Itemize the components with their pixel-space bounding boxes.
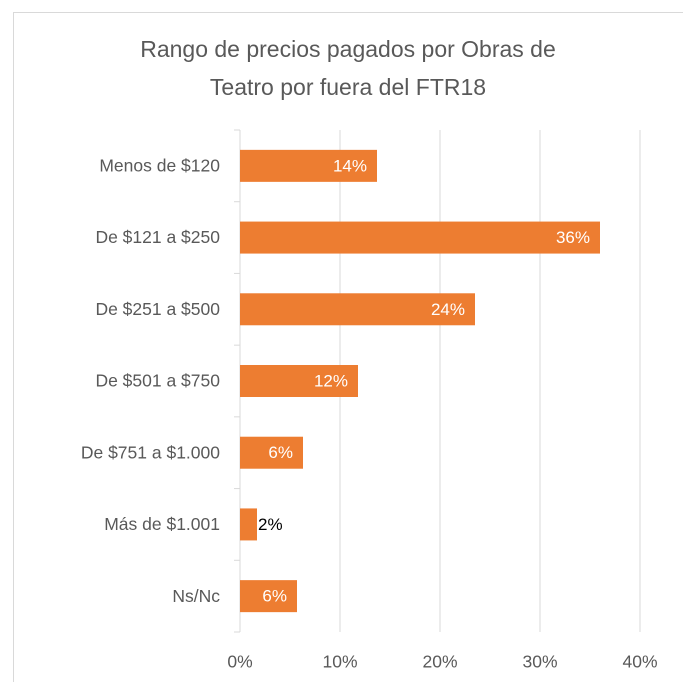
- bar: [240, 293, 475, 326]
- y-tick-label: Menos de $120: [99, 155, 220, 175]
- bar: [240, 508, 257, 541]
- data-label: 2%: [258, 515, 283, 534]
- y-tick-label: De $501 a $750: [95, 371, 220, 391]
- data-label: 12%: [314, 371, 348, 390]
- x-tick-label: 0%: [227, 652, 252, 672]
- x-tick-label: 30%: [522, 652, 557, 672]
- bar: [240, 580, 297, 613]
- bar: [240, 365, 358, 397]
- x-tick-label: 20%: [422, 652, 457, 672]
- y-tick-label: De $751 a $1.000: [81, 442, 220, 462]
- bar: [240, 149, 377, 182]
- y-tick-label: De $121 a $250: [95, 227, 220, 247]
- data-label: 24%: [431, 300, 465, 319]
- y-tick-label: Más de $1.001: [104, 514, 220, 534]
- chart-title: Rango de precios pagados por Obras de: [140, 36, 556, 62]
- chart-frame: [13, 12, 683, 682]
- y-tick-label: De $251 a $500: [95, 299, 220, 319]
- y-tick-label: Ns/Nc: [172, 586, 220, 606]
- data-label: 14%: [333, 156, 367, 175]
- x-tick-label: 40%: [622, 652, 657, 672]
- data-label: 36%: [556, 228, 590, 247]
- bar: [240, 221, 600, 254]
- data-label: 6%: [268, 443, 293, 462]
- data-label: 6%: [262, 587, 287, 606]
- x-tick-label: 10%: [322, 652, 357, 672]
- chart-title: Teatro por fuera del FTR18: [210, 74, 486, 100]
- bar: [240, 436, 303, 469]
